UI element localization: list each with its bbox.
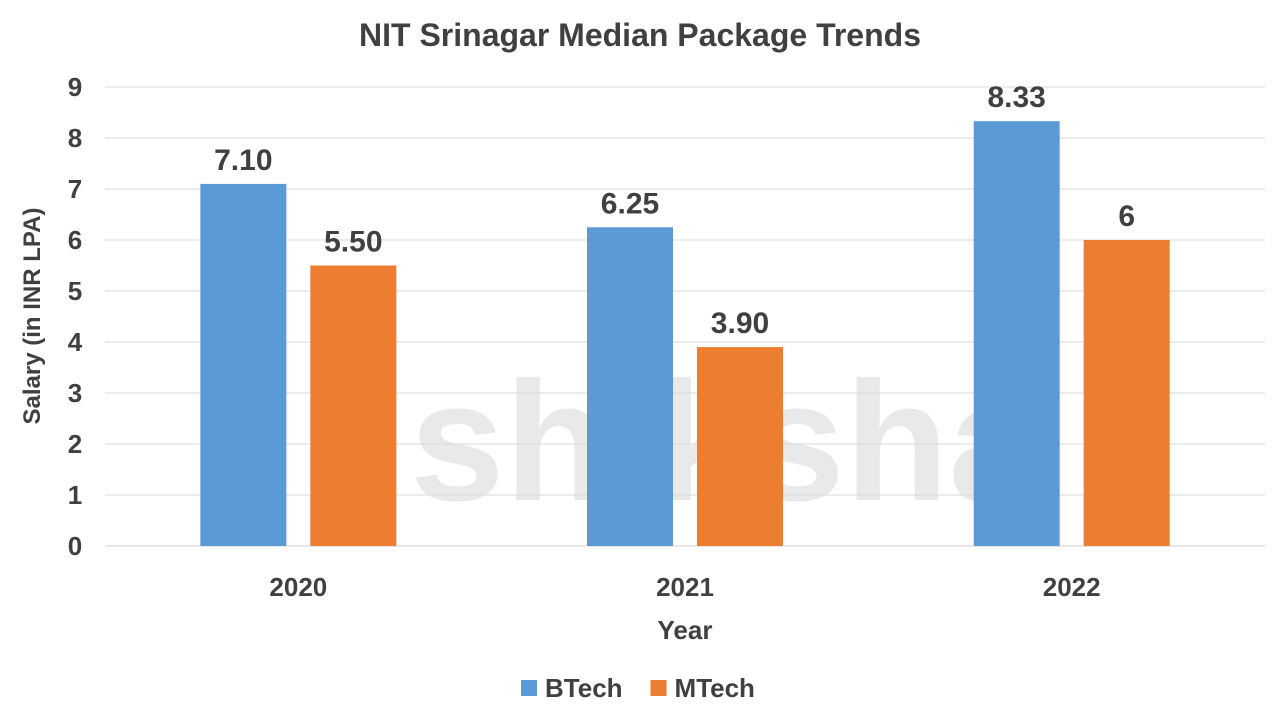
y-tick-label: 9 bbox=[68, 72, 82, 102]
y-tick-label: 6 bbox=[68, 225, 82, 255]
y-tick-label: 8 bbox=[68, 123, 82, 153]
data-label: 7.10 bbox=[214, 144, 272, 177]
y-tick-label: 5 bbox=[68, 276, 82, 306]
bar-btech-2022 bbox=[973, 121, 1060, 547]
y-tick-label: 3 bbox=[68, 378, 82, 408]
data-label: 6.25 bbox=[601, 187, 659, 220]
data-label: 8.33 bbox=[987, 81, 1045, 114]
y-tick-label: 7 bbox=[68, 174, 82, 204]
x-axis-label: Year bbox=[658, 615, 713, 645]
bar-mtech-2020 bbox=[310, 265, 397, 546]
y-tick-label: 0 bbox=[68, 531, 82, 561]
legend-label-mtech: MTech bbox=[675, 673, 755, 703]
legend-swatch-btech bbox=[521, 680, 537, 696]
x-tick-label: 2022 bbox=[1043, 572, 1101, 602]
bar-btech-2020 bbox=[200, 183, 287, 546]
data-label: 3.90 bbox=[711, 307, 769, 340]
y-tick-label: 2 bbox=[68, 429, 82, 459]
legend-label-btech: BTech bbox=[545, 673, 623, 703]
y-tick-label: 1 bbox=[68, 480, 82, 510]
x-tick-label: 2020 bbox=[269, 572, 327, 602]
y-tick-label: 4 bbox=[68, 327, 83, 357]
data-label: 6 bbox=[1118, 200, 1135, 233]
bar-btech-2021 bbox=[587, 227, 673, 546]
legend-swatch-mtech bbox=[650, 680, 667, 696]
x-tick-label: 2021 bbox=[656, 572, 714, 602]
bar-mtech-2021 bbox=[697, 347, 783, 546]
bar-mtech-2022 bbox=[1083, 240, 1170, 546]
data-label: 5.50 bbox=[324, 226, 382, 259]
chart-title: NIT Srinagar Median Package Trends bbox=[359, 17, 921, 53]
y-axis-label: Salary (in INR LPA) bbox=[19, 208, 46, 425]
